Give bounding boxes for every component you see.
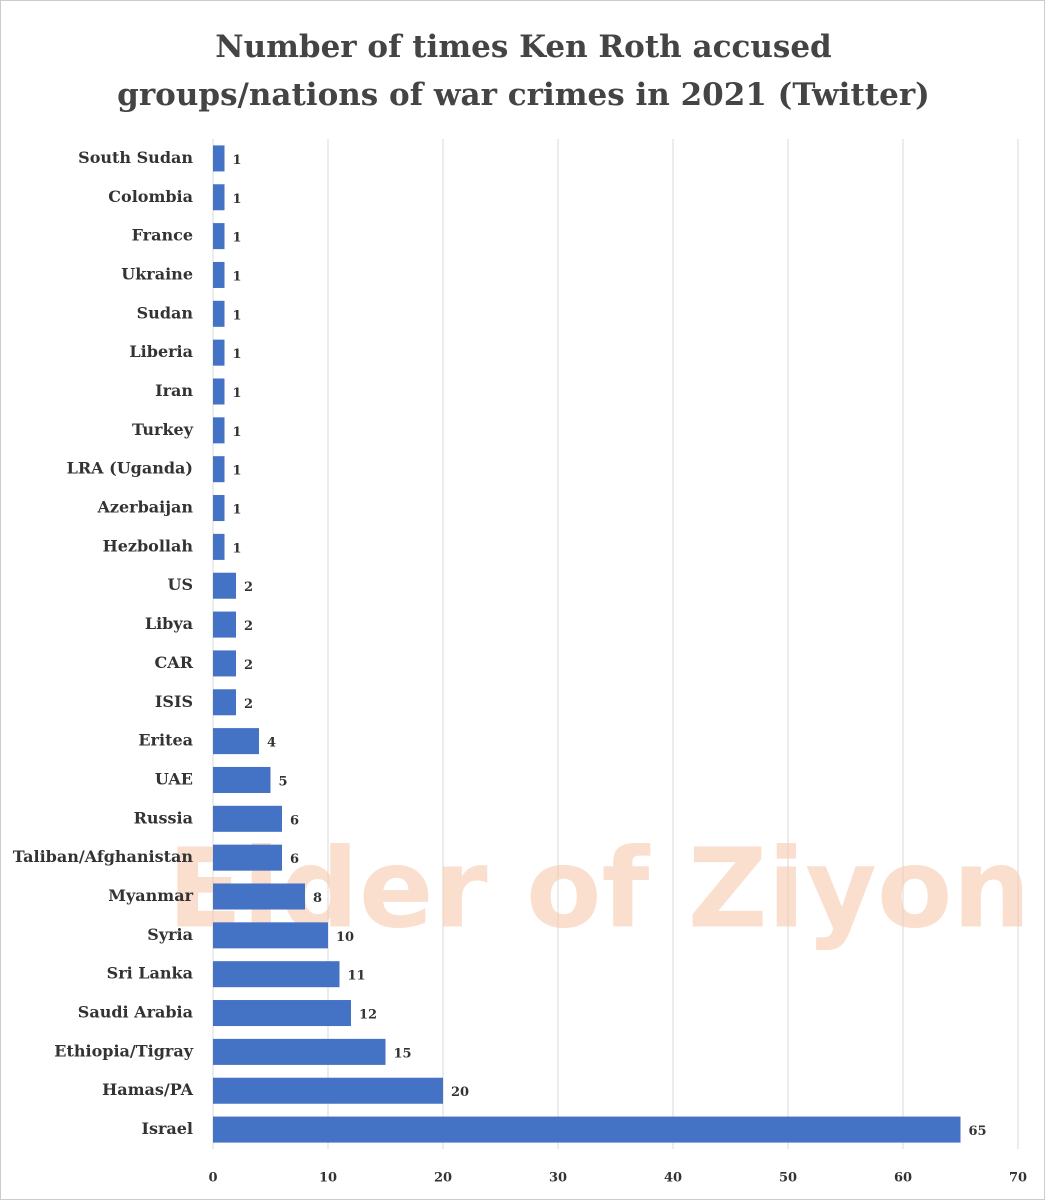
bar <box>213 689 236 716</box>
value-label: 11 <box>348 969 366 984</box>
value-label: 1 <box>233 386 242 401</box>
chart-title: Number of times Ken Roth accused groups/… <box>117 29 930 113</box>
y-tick-label: Eritea <box>138 731 193 750</box>
x-tick-label: 50 <box>779 1171 797 1186</box>
value-label: 1 <box>233 269 242 284</box>
bar <box>213 145 225 172</box>
value-label: 6 <box>290 813 299 828</box>
bar <box>213 261 225 288</box>
bar <box>213 572 236 599</box>
value-label: 10 <box>336 930 354 945</box>
value-label: 1 <box>233 541 242 556</box>
bar <box>213 1077 443 1104</box>
bar <box>213 805 282 832</box>
x-tick-label: 40 <box>664 1171 682 1186</box>
y-tick-label: Colombia <box>108 187 193 206</box>
y-tick-label: Myanmar <box>108 886 193 905</box>
y-tick-label: Ukraine <box>121 264 193 283</box>
y-tick-label: Sri Lanka <box>107 964 193 983</box>
value-label: 8 <box>313 891 322 906</box>
bar <box>213 650 236 677</box>
bar <box>213 1038 386 1065</box>
y-tick-label: Saudi Arabia <box>78 1003 193 1022</box>
y-tick-label: LRA (Uganda) <box>67 459 193 478</box>
y-tick-label: ISIS <box>155 692 193 711</box>
y-tick-label: Ethiopia/Tigray <box>54 1041 193 1060</box>
bar <box>213 961 340 988</box>
y-tick-label: Hamas/PA <box>102 1080 194 1099</box>
value-label: 20 <box>451 1085 469 1100</box>
value-label: 2 <box>244 697 253 712</box>
value-label: 1 <box>233 153 242 168</box>
x-tick-label: 20 <box>434 1171 452 1186</box>
bar <box>213 1116 961 1143</box>
value-label: 2 <box>244 580 253 595</box>
y-tick-label: CAR <box>155 653 194 672</box>
y-tick-label: France <box>132 226 193 245</box>
value-label: 2 <box>244 658 253 673</box>
value-label: 4 <box>267 736 276 751</box>
y-tick-label: Syria <box>147 925 193 944</box>
bar <box>213 300 225 327</box>
value-label: 5 <box>279 774 288 789</box>
value-label: 1 <box>233 503 242 518</box>
x-tick-label: 30 <box>549 1171 567 1186</box>
value-label: 1 <box>233 347 242 362</box>
bar <box>213 611 236 638</box>
y-tick-label: South Sudan <box>78 148 193 167</box>
y-tick-label: Libya <box>145 614 193 633</box>
value-label: 1 <box>233 192 242 207</box>
value-label: 1 <box>233 308 242 323</box>
value-label: 1 <box>233 425 242 440</box>
y-tick-label: Iran <box>155 381 193 400</box>
bar <box>213 417 225 444</box>
y-tick-label: Israel <box>141 1119 193 1138</box>
y-tick-label: US <box>167 575 193 594</box>
value-label: 15 <box>394 1046 412 1061</box>
x-tick-label: 10 <box>319 1171 337 1186</box>
bar <box>213 883 305 910</box>
bar <box>213 495 225 522</box>
y-tick-label: Hezbollah <box>103 536 194 555</box>
x-tick-label: 70 <box>1009 1171 1027 1186</box>
bar <box>213 728 259 755</box>
bar <box>213 184 225 211</box>
value-label: 2 <box>244 619 253 634</box>
value-label: 1 <box>233 231 242 246</box>
bar <box>213 1000 351 1027</box>
bar <box>213 922 328 949</box>
bar <box>213 456 225 483</box>
y-tick-label: Azerbaijan <box>96 498 193 517</box>
value-label: 65 <box>969 1124 987 1139</box>
value-label: 1 <box>233 464 242 479</box>
value-label: 6 <box>290 852 299 867</box>
y-tick-label: Liberia <box>129 342 193 361</box>
bar <box>213 844 282 871</box>
bar <box>213 378 225 405</box>
bar <box>213 223 225 250</box>
x-tick-label: 60 <box>894 1171 912 1186</box>
y-tick-label: Taliban/Afghanistan <box>13 847 194 866</box>
y-tick-label: Sudan <box>137 303 194 322</box>
bar <box>213 533 225 560</box>
bar <box>213 339 225 366</box>
bar <box>213 766 271 793</box>
value-label: 12 <box>359 1008 377 1023</box>
y-tick-label: UAE <box>155 769 193 788</box>
x-tick-label: 0 <box>208 1171 217 1186</box>
y-tick-label: Russia <box>134 808 193 827</box>
y-tick-label: Turkey <box>132 420 194 439</box>
